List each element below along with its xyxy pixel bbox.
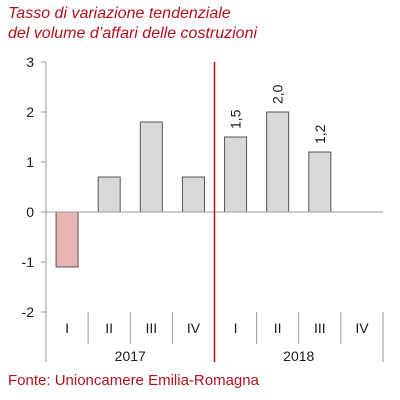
x-tick-label: II: [274, 320, 282, 336]
bar: [308, 151, 332, 213]
y-tick-label: 0: [26, 204, 34, 220]
chart-title: Tasso di variazione tendenziale del volu…: [8, 4, 396, 44]
data-label: 1,2: [312, 124, 328, 144]
y-tick-label: -2: [22, 304, 35, 320]
bar: [97, 176, 121, 213]
y-tick-label: 2: [26, 104, 34, 120]
bar: [266, 111, 290, 213]
bar: [55, 211, 79, 268]
x-tick-label: III: [314, 320, 326, 336]
x-tick-label: IV: [355, 320, 369, 336]
data-label: 2,0: [270, 84, 286, 104]
x-tick-label: III: [145, 320, 157, 336]
y-tick-label: 1: [26, 154, 34, 170]
year-label: 2018: [283, 348, 314, 364]
x-tick-label: I: [234, 320, 238, 336]
y-tick-label: 3: [26, 54, 34, 70]
bar: [224, 136, 248, 213]
x-tick-label: I: [65, 320, 69, 336]
y-tick-label: -1: [22, 254, 35, 270]
bar: [139, 121, 163, 213]
source-note: Fonte: Unioncamere Emilia-Romagna: [8, 372, 259, 389]
chart-title-line1: Tasso di variazione tendenziale: [8, 5, 231, 22]
year-label: 2017: [115, 348, 146, 364]
x-tick-label: II: [105, 320, 113, 336]
chart-title-line2: del volume d’affari delle costruzioni: [8, 25, 258, 42]
x-tick-label: IV: [187, 320, 201, 336]
bar: [181, 176, 205, 213]
data-label: 1,5: [228, 109, 244, 129]
